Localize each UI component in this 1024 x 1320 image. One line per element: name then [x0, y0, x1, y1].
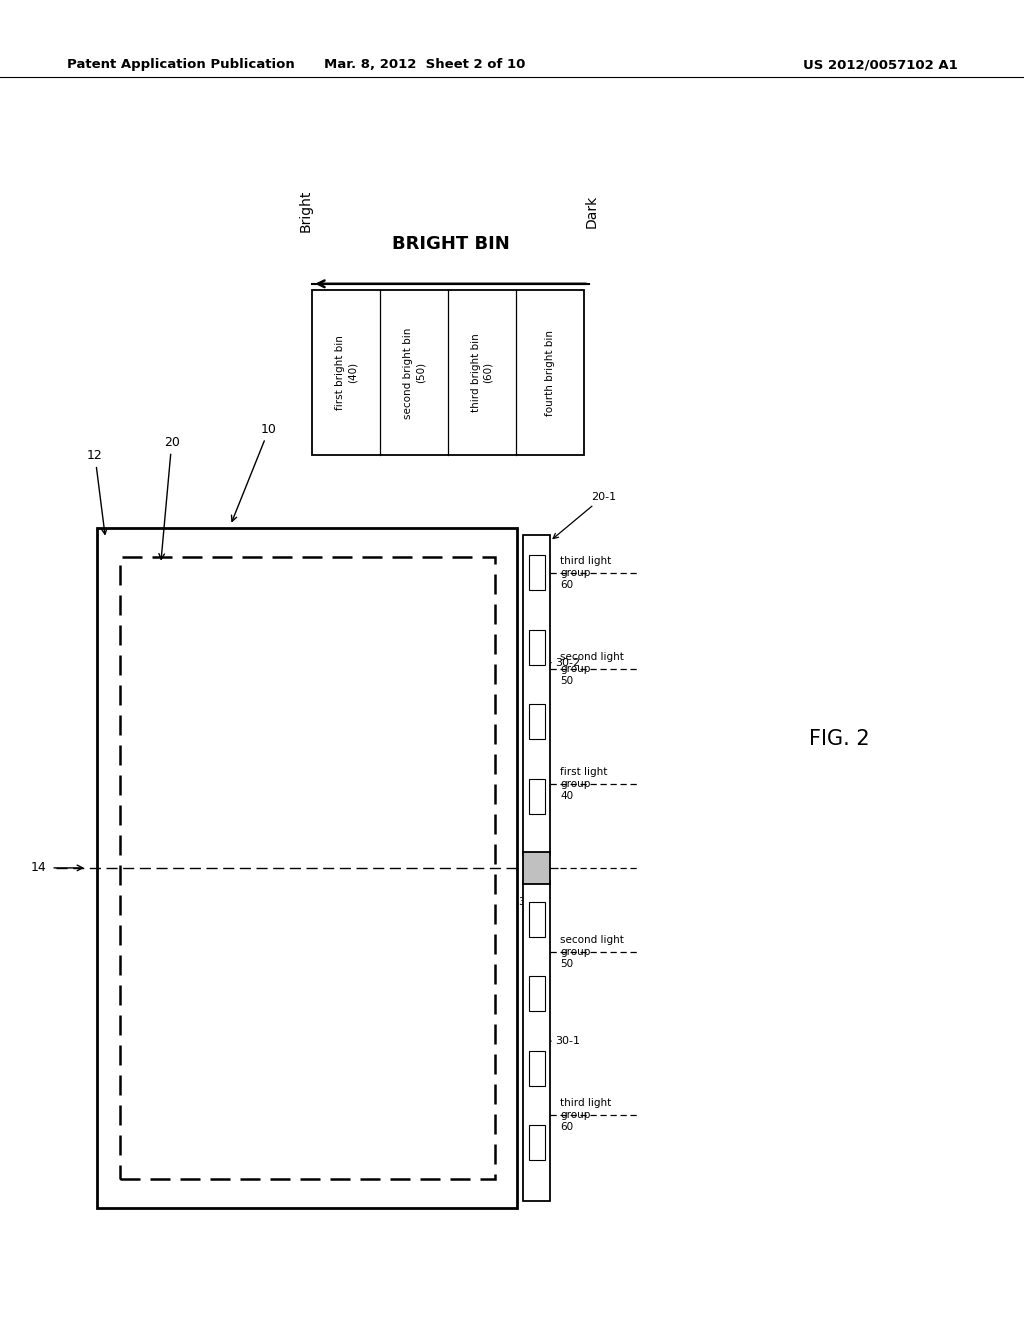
- Text: first light
group
40: first light group 40: [560, 767, 607, 801]
- Text: 14: 14: [31, 862, 46, 874]
- Bar: [528, 630, 545, 665]
- Text: 30-2: 30-2: [555, 657, 581, 668]
- Text: third light
group
60: third light group 60: [560, 1098, 611, 1131]
- Text: 10: 10: [231, 422, 278, 521]
- Bar: [523, 853, 550, 884]
- Bar: [97, 528, 517, 1208]
- Text: second bright bin
(50): second bright bin (50): [402, 327, 425, 418]
- Text: first bright bin
(40): first bright bin (40): [335, 335, 357, 411]
- Text: third light
group
60: third light group 60: [560, 556, 611, 590]
- Bar: [528, 902, 545, 937]
- Text: fourth bright bin: fourth bright bin: [545, 330, 555, 416]
- Bar: [528, 1125, 545, 1160]
- Bar: [528, 977, 545, 1011]
- Text: Bright: Bright: [298, 190, 312, 232]
- Bar: [528, 704, 545, 739]
- Text: third bright bin
(60): third bright bin (60): [471, 334, 494, 412]
- Text: BRIGHT BIN: BRIGHT BIN: [392, 235, 509, 253]
- Text: 20: 20: [159, 436, 180, 560]
- Bar: [523, 882, 550, 1201]
- Text: US 2012/0057102 A1: US 2012/0057102 A1: [803, 58, 957, 71]
- Text: 30C: 30C: [518, 898, 540, 907]
- Bar: [312, 290, 584, 455]
- Text: second light
group
50: second light group 50: [560, 935, 624, 969]
- Text: FIG. 2: FIG. 2: [809, 729, 870, 750]
- Bar: [120, 557, 495, 1179]
- Bar: [528, 779, 545, 813]
- Bar: [528, 1051, 545, 1086]
- Text: 12: 12: [87, 449, 106, 535]
- Text: Dark: Dark: [585, 194, 599, 228]
- Bar: [528, 556, 545, 590]
- Text: 30-1: 30-1: [555, 1036, 580, 1047]
- Text: Patent Application Publication: Patent Application Publication: [67, 58, 294, 71]
- Text: Mar. 8, 2012  Sheet 2 of 10: Mar. 8, 2012 Sheet 2 of 10: [325, 58, 525, 71]
- Text: 20-1: 20-1: [553, 491, 616, 539]
- Text: second light
group
50: second light group 50: [560, 652, 624, 686]
- Bar: [523, 535, 550, 855]
